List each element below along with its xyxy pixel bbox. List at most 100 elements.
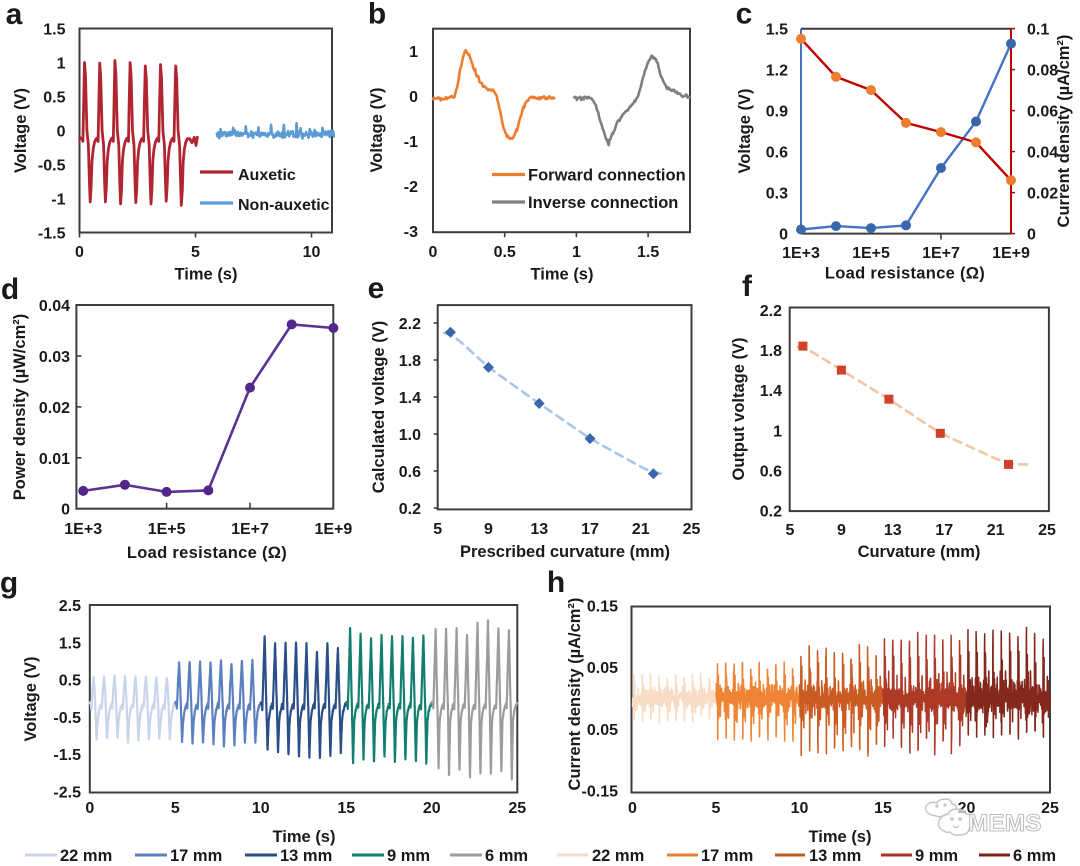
svg-text:-1.5: -1.5 <box>38 226 66 243</box>
svg-text:1: 1 <box>57 56 66 73</box>
svg-text:25: 25 <box>1038 522 1056 539</box>
svg-text:25: 25 <box>1041 800 1059 817</box>
svg-text:0.05: 0.05 <box>587 722 618 739</box>
svg-text:Calculated voltage (V): Calculated voltage (V) <box>370 321 388 493</box>
svg-text:-1: -1 <box>404 134 418 151</box>
svg-text:-0.5: -0.5 <box>53 710 81 727</box>
svg-text:-1.5: -1.5 <box>53 747 81 764</box>
svg-text:13: 13 <box>530 521 548 538</box>
svg-text:1.4: 1.4 <box>399 390 421 407</box>
svg-text:13 mm: 13 mm <box>809 847 861 865</box>
svg-text:-0.5: -0.5 <box>38 158 66 175</box>
svg-text:22 mm: 22 mm <box>60 847 112 865</box>
svg-text:22 mm: 22 mm <box>592 847 644 865</box>
svg-text:0.3: 0.3 <box>766 186 788 203</box>
svg-text:21: 21 <box>632 521 650 538</box>
svg-text:9 mm: 9 mm <box>387 847 430 865</box>
svg-text:0: 0 <box>57 124 66 141</box>
svg-text:1E+3: 1E+3 <box>782 245 820 262</box>
svg-text:1: 1 <box>572 244 581 261</box>
svg-text:0: 0 <box>628 800 637 817</box>
svg-text:Time (s): Time (s) <box>175 266 238 284</box>
svg-text:c: c <box>736 0 753 31</box>
svg-text:1E+7: 1E+7 <box>231 521 269 538</box>
svg-text:0: 0 <box>1027 227 1036 244</box>
svg-text:10: 10 <box>303 244 321 261</box>
svg-text:5: 5 <box>171 800 180 817</box>
svg-text:h: h <box>547 566 565 599</box>
svg-text:-1: -1 <box>51 192 65 209</box>
svg-text:9: 9 <box>837 522 846 539</box>
svg-text:0.2: 0.2 <box>760 504 782 521</box>
svg-text:15: 15 <box>874 800 892 817</box>
svg-text:0.6: 0.6 <box>766 145 788 162</box>
svg-text:9 mm: 9 mm <box>915 847 958 865</box>
svg-text:Time (s): Time (s) <box>531 266 594 284</box>
svg-text:Voltage (V): Voltage (V) <box>736 89 754 174</box>
svg-text:Auxetic: Auxetic <box>238 167 296 184</box>
svg-text:0.01: 0.01 <box>39 451 70 468</box>
svg-text:Voltage (V): Voltage (V) <box>12 88 30 173</box>
svg-text:1.5: 1.5 <box>637 244 659 261</box>
svg-text:5: 5 <box>712 800 721 817</box>
svg-text:-0.15: -0.15 <box>582 784 619 801</box>
svg-text:0.5: 0.5 <box>494 244 516 261</box>
svg-text:0.02: 0.02 <box>1027 186 1058 203</box>
svg-text:0.6: 0.6 <box>760 463 782 480</box>
svg-text:Non-auxetic: Non-auxetic <box>238 197 330 214</box>
svg-text:b: b <box>368 0 386 31</box>
svg-text:0.02: 0.02 <box>39 400 70 417</box>
svg-text:Forward connection: Forward connection <box>528 167 686 185</box>
svg-text:25: 25 <box>683 521 701 538</box>
svg-text:1.8: 1.8 <box>760 343 782 360</box>
svg-text:d: d <box>1 273 19 306</box>
svg-text:0.04: 0.04 <box>1027 145 1058 162</box>
svg-text:0.9: 0.9 <box>766 104 788 121</box>
svg-text:Voltage (V): Voltage (V) <box>368 88 386 173</box>
svg-text:5: 5 <box>433 521 442 538</box>
svg-text:-2: -2 <box>404 179 418 196</box>
svg-text:Current density (µA/cm²): Current density (µA/cm²) <box>566 598 584 791</box>
svg-text:2.5: 2.5 <box>59 598 81 615</box>
svg-text:17: 17 <box>935 522 953 539</box>
svg-text:Prescribed curvature (mm): Prescribed curvature (mm) <box>460 543 670 561</box>
svg-text:6 mm: 6 mm <box>1013 847 1056 865</box>
svg-text:Current density (µA/cm²): Current density (µA/cm²) <box>1055 35 1073 228</box>
svg-text:0.15: 0.15 <box>587 598 618 615</box>
svg-text:0.2: 0.2 <box>399 501 421 518</box>
svg-text:0.04: 0.04 <box>39 298 70 315</box>
svg-text:1.5: 1.5 <box>59 635 81 652</box>
svg-text:1E+9: 1E+9 <box>992 245 1030 262</box>
svg-text:0.1: 0.1 <box>1027 22 1049 39</box>
svg-text:1.8: 1.8 <box>399 353 421 370</box>
svg-text:0.03: 0.03 <box>39 349 70 366</box>
svg-text:1E+9: 1E+9 <box>314 521 352 538</box>
svg-text:1: 1 <box>409 44 418 61</box>
svg-text:0.5: 0.5 <box>59 673 81 690</box>
svg-text:2.2: 2.2 <box>399 316 421 333</box>
svg-text:1E+5: 1E+5 <box>852 245 890 262</box>
svg-text:-3: -3 <box>404 224 418 241</box>
svg-text:a: a <box>6 0 23 31</box>
svg-text:0: 0 <box>409 89 418 106</box>
svg-text:1: 1 <box>773 423 782 440</box>
svg-text:1.2: 1.2 <box>766 63 788 80</box>
svg-text:9: 9 <box>484 521 493 538</box>
svg-text:1.0: 1.0 <box>399 427 421 444</box>
svg-text:Load resistance (Ω): Load resistance (Ω) <box>825 265 985 283</box>
svg-text:6 mm: 6 mm <box>485 847 528 865</box>
svg-text:10: 10 <box>791 800 809 817</box>
svg-text:0: 0 <box>85 800 94 817</box>
svg-text:5: 5 <box>786 522 795 539</box>
svg-text:17: 17 <box>581 521 599 538</box>
svg-text:2.2: 2.2 <box>760 303 782 320</box>
svg-text:0: 0 <box>75 244 84 261</box>
svg-text:f: f <box>742 270 753 303</box>
svg-text:Power density (µW/cm²): Power density (µW/cm²) <box>11 314 29 500</box>
svg-text:1.5: 1.5 <box>766 22 788 39</box>
svg-text:Inverse connection: Inverse connection <box>528 194 678 212</box>
svg-text:Output voltage (V): Output voltage (V) <box>730 338 748 481</box>
svg-text:Time (s): Time (s) <box>273 828 336 846</box>
svg-text:0.06: 0.06 <box>1027 104 1058 121</box>
svg-text:5: 5 <box>191 244 200 261</box>
